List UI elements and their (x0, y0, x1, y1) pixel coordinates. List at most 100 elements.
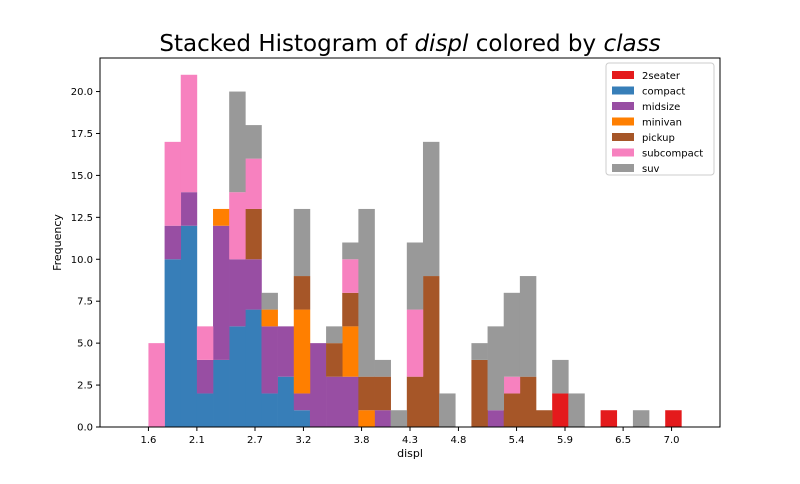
y-tick-label: 2.5 (77, 381, 93, 392)
x-tick-label: 4.3 (402, 435, 418, 446)
bar-midsize (164, 225, 182, 260)
bar-compact (293, 410, 311, 427)
bar-compact (277, 376, 295, 427)
bar-suv (439, 393, 456, 427)
legend-label-subcompact: subcompact (642, 149, 703, 160)
y-tick-label: 12.5 (71, 213, 93, 224)
title-part: colored by (468, 31, 603, 57)
x-tick-label: 3.8 (354, 435, 370, 446)
bar-subcompact (406, 309, 424, 377)
x-tick-label: 5.4 (509, 435, 525, 446)
bar-suv (342, 242, 359, 260)
bar-suv (487, 326, 505, 411)
bar-midsize (229, 259, 246, 327)
bar-midsize (309, 343, 327, 427)
x-tick-label: 3.2 (295, 435, 311, 446)
legend-swatch-subcompact (612, 148, 634, 157)
bar-compact (180, 225, 198, 427)
bar-suv (519, 276, 537, 377)
bar-suv (471, 343, 488, 360)
bar-midsize (196, 359, 214, 394)
bar-2seater (600, 410, 618, 427)
legend-label-pickup: pickup (642, 133, 675, 144)
bar-minivan (342, 326, 359, 377)
bar-pickup (536, 410, 553, 427)
bar-subcompact (229, 192, 246, 260)
bar-suv (293, 208, 311, 277)
legend-swatch-minivan (612, 117, 634, 126)
legend-label-2seater: 2seater (642, 71, 681, 82)
x-tick-label: 4.8 (450, 435, 466, 446)
bar-pickup (471, 359, 488, 427)
bar-pickup (326, 343, 343, 377)
bar-pickup (374, 376, 391, 411)
legend-label-compact: compact (642, 87, 685, 98)
bar-subcompact (180, 74, 198, 193)
bar-midsize (326, 376, 343, 427)
bar-suv (390, 410, 408, 427)
bar-midsize (277, 326, 295, 377)
bar-subcompact (148, 343, 165, 427)
x-axis-label: displ (397, 447, 423, 460)
bar-minivan (261, 309, 278, 327)
bar-subcompact (196, 326, 214, 360)
bar-subcompact (342, 259, 359, 293)
bar-compact (245, 309, 262, 427)
bar-compact (229, 326, 246, 427)
bars-group (148, 74, 682, 427)
y-tick-label: 5.0 (77, 339, 93, 350)
bar-suv (422, 141, 440, 277)
bar-midsize (245, 259, 262, 310)
bar-suv (245, 125, 262, 159)
bar-midsize (487, 410, 505, 427)
y-tick-label: 0.0 (77, 423, 93, 434)
bar-minivan (358, 410, 375, 427)
y-tick-label: 20.0 (71, 87, 93, 98)
legend-swatch-midsize (612, 102, 634, 110)
chart-title: Stacked Histogram of displ colored by cl… (159, 31, 660, 57)
legend-label-suv: suv (642, 164, 660, 175)
title-part: class (603, 31, 660, 57)
x-tick-label: 5.9 (557, 435, 573, 446)
y-tick-label: 17.5 (71, 129, 93, 140)
bar-compact (164, 259, 182, 427)
bar-midsize (180, 192, 198, 226)
legend-label-minivan: minivan (642, 118, 682, 129)
bar-midsize (293, 393, 311, 411)
bar-suv (374, 359, 391, 377)
legend-swatch-suv (612, 164, 634, 172)
bar-pickup (358, 376, 375, 411)
legend-swatch-compact (612, 86, 634, 95)
title-part: Stacked Histogram of (159, 31, 414, 57)
bar-minivan (293, 309, 311, 394)
bar-2seater (552, 393, 569, 427)
bar-compact (261, 393, 278, 427)
x-tick-label: 7.0 (664, 435, 680, 446)
legend-label-midsize: midsize (642, 102, 680, 113)
legend: 2seater compact midsize minivan pickup subcom… (605, 62, 715, 176)
y-axis: 0.0 2.5 5.0 7.5 10.0 12.5 15.0 17.5 20.0 (71, 87, 100, 434)
bar-pickup (342, 292, 359, 327)
bar-pickup (406, 376, 424, 427)
bar-suv (229, 91, 246, 193)
bar-suv (568, 393, 585, 427)
bar-suv (326, 326, 343, 344)
legend-swatch-2seater (612, 71, 634, 79)
bar-suv (358, 208, 375, 377)
bar-midsize (374, 410, 391, 427)
bar-pickup (519, 376, 537, 427)
x-tick-label: 2.1 (189, 435, 205, 446)
legend-swatch-pickup (612, 133, 634, 141)
x-tick-label: 6.5 (615, 435, 631, 446)
bar-suv (261, 292, 278, 310)
bar-pickup (293, 276, 311, 310)
bar-pickup (503, 393, 521, 427)
bar-compact (196, 393, 214, 427)
bar-suv (406, 242, 424, 310)
bar-suv (503, 292, 521, 377)
y-tick-label: 7.5 (77, 297, 93, 308)
bar-compact (213, 359, 230, 427)
x-tick-label: 2.7 (247, 435, 263, 446)
bar-minivan (213, 208, 230, 226)
